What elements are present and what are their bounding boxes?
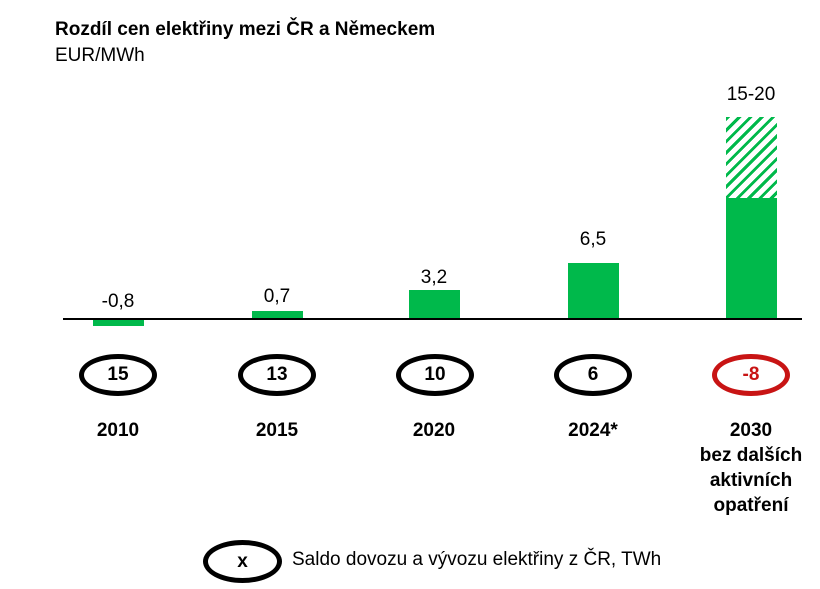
bar-2030-solid bbox=[726, 198, 777, 318]
category-label-2030: 2030 bez dalších aktivních opatření bbox=[699, 420, 803, 516]
category-label-2015: 2015 bbox=[255, 420, 299, 441]
balance-ellipse-2015: 13 bbox=[238, 354, 316, 396]
balance-ellipse-2020: 10 bbox=[396, 354, 474, 396]
category-label-2024: 2024* bbox=[568, 420, 618, 441]
balance-ellipse-2010: 15 bbox=[79, 354, 157, 396]
bar-value-label-2010: -0,8 bbox=[101, 291, 135, 312]
chart-unit-label: EUR/MWh bbox=[55, 45, 145, 66]
balance-value-2020: 10 bbox=[424, 364, 446, 385]
balance-value-2024: 6 bbox=[587, 364, 599, 385]
legend-symbol: x bbox=[237, 550, 248, 572]
balance-ellipse-2030-negative: -8 bbox=[712, 354, 790, 396]
balance-value-2015: 13 bbox=[266, 364, 288, 385]
bar-2024 bbox=[568, 263, 619, 318]
bar-value-label-2030: 15-20 bbox=[726, 84, 776, 105]
chart-title: Rozdíl cen elektřiny mezi ČR a Německem bbox=[55, 19, 436, 40]
bar-2010 bbox=[93, 319, 144, 326]
balance-value-2030: -8 bbox=[742, 364, 760, 385]
category-label-2010: 2010 bbox=[96, 420, 140, 441]
category-label-2020: 2020 bbox=[412, 420, 456, 441]
bar-2030-hatched-range bbox=[726, 117, 777, 198]
bar-value-label-2024: 6,5 bbox=[579, 229, 607, 250]
bar-2015 bbox=[252, 311, 303, 318]
legend-ellipse-symbol: x bbox=[203, 540, 282, 583]
balance-ellipse-2024: 6 bbox=[554, 354, 632, 396]
bar-2020 bbox=[409, 290, 460, 318]
balance-value-2010: 15 bbox=[107, 364, 129, 385]
legend-text: Saldo dovozu a vývozu elektřiny z ČR, TW… bbox=[292, 549, 662, 570]
bar-value-label-2020: 3,2 bbox=[420, 267, 448, 288]
x-axis-line bbox=[63, 318, 802, 320]
bar-value-label-2015: 0,7 bbox=[263, 286, 291, 307]
